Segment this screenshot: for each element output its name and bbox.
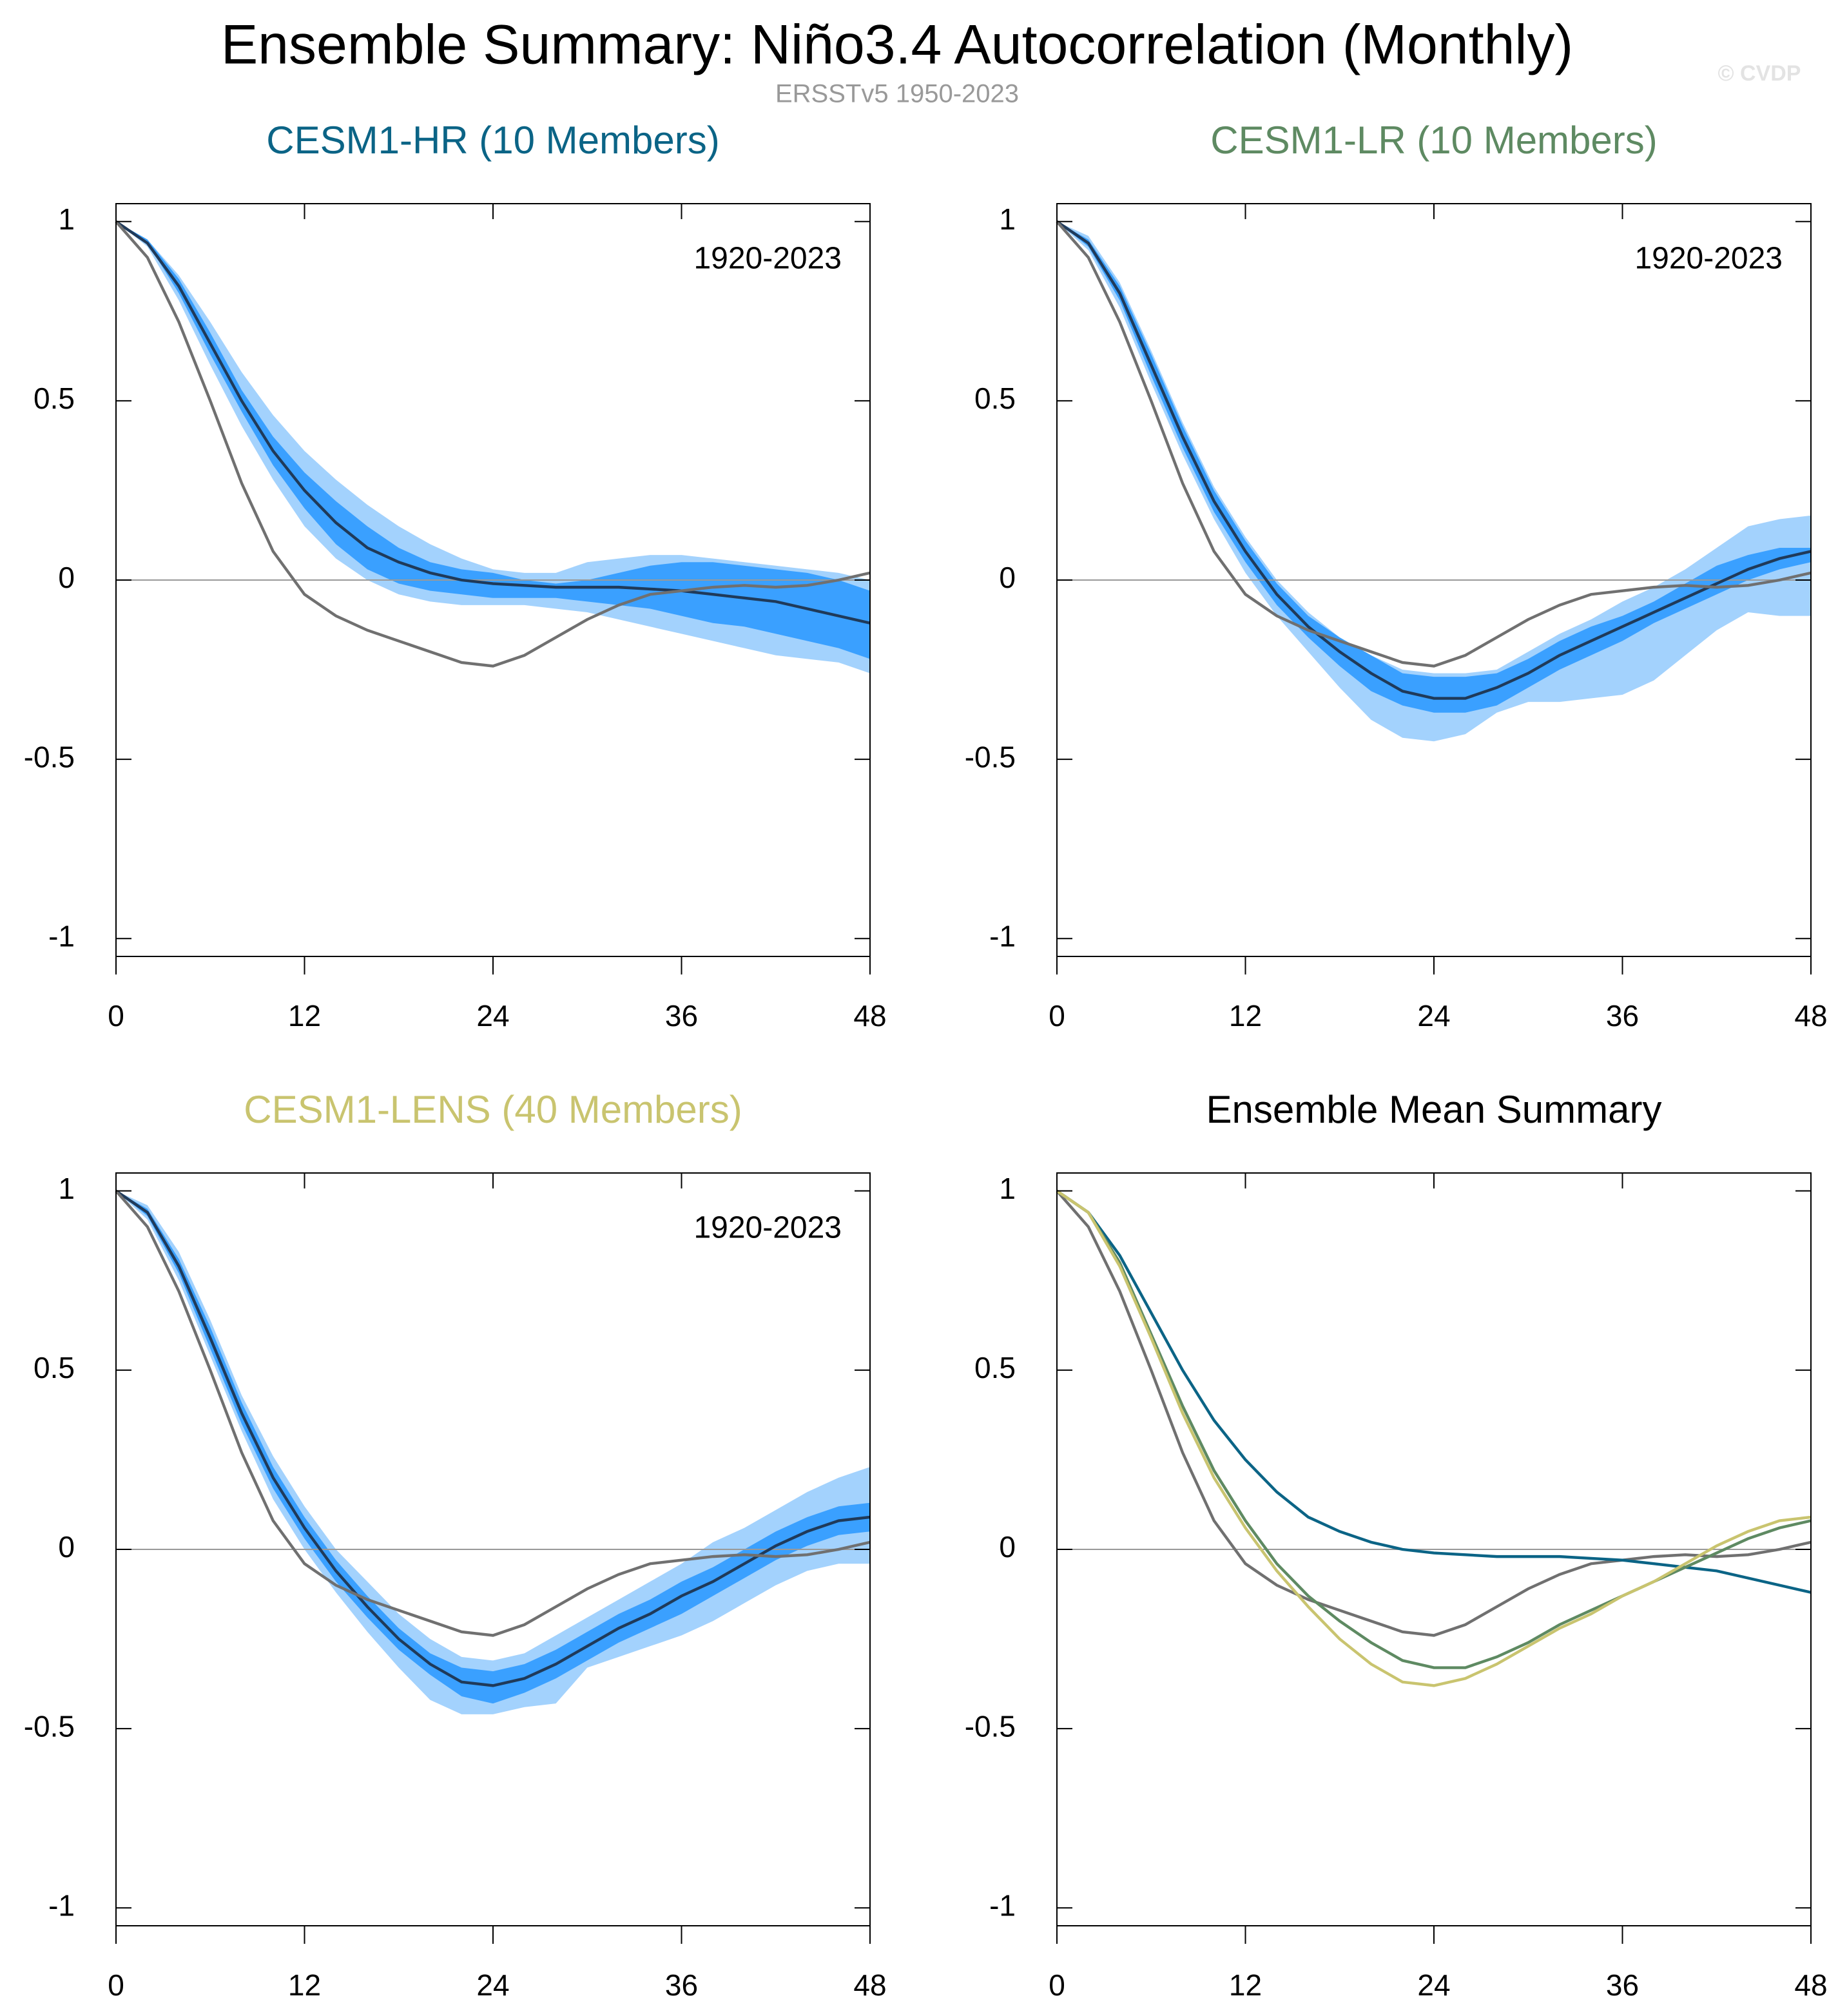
panel: CESM1-HR (10 Members) -1 -0.5 0 0.5 1 0 12 24 36 4… <box>24 119 887 1032</box>
y-tick-label: -0.5 <box>24 740 75 773</box>
watermark: © CVDP <box>1718 61 1801 86</box>
x-tick-label: 0 <box>108 999 124 1032</box>
figure-title: Ensemble Summary: Niño3.4 Autocorrelatio… <box>221 14 1573 76</box>
panel-title: CESM1-LR (10 Members) <box>1210 119 1658 162</box>
spread-band <box>116 221 870 674</box>
x-tick-label: 48 <box>853 1968 886 2002</box>
series-line <box>1056 220 1812 668</box>
y-tick-label: -1 <box>48 1888 75 1922</box>
y-tick-label: 0 <box>999 1530 1016 1564</box>
series-line <box>1056 1190 1812 1637</box>
x-tick-label: 36 <box>665 999 698 1032</box>
panel-title: CESM1-LENS (40 Members) <box>244 1088 742 1131</box>
x-tick-label: 12 <box>1229 1968 1262 2002</box>
panel-title: CESM1-HR (10 Members) <box>266 119 719 162</box>
y-tick-label: 0.5 <box>34 1351 75 1384</box>
panel: Ensemble Mean Summary -1 -0.5 0 0.5 1 0 12 24 36 4… <box>965 1088 1828 2002</box>
x-tick-label: 48 <box>1794 999 1827 1032</box>
panel: CESM1-LENS (40 Members) -1 -0.5 0 0.5 1 0 12 24 3… <box>24 1088 887 2002</box>
y-tick-label: 1 <box>999 1172 1016 1205</box>
series-line <box>115 1190 871 1637</box>
y-tick-label: 0 <box>58 1530 75 1564</box>
x-tick-label: 0 <box>1049 1968 1065 2002</box>
spread-band <box>1057 221 1811 742</box>
y-tick-label: -0.5 <box>965 740 1016 773</box>
y-tick-label: 0.5 <box>974 382 1016 415</box>
y-tick-label: -0.5 <box>24 1709 75 1743</box>
y-tick-label: 0 <box>58 561 75 594</box>
y-tick-label: 0.5 <box>974 1351 1016 1384</box>
x-tick-label: 36 <box>1606 999 1639 1032</box>
x-tick-label: 24 <box>476 1968 509 2002</box>
y-tick-label: -0.5 <box>965 1709 1016 1743</box>
x-tick-label: 24 <box>476 999 509 1032</box>
spread-band <box>116 1190 870 1704</box>
series-line <box>1056 1189 1812 1687</box>
series-line <box>115 1189 871 1687</box>
series-line <box>115 220 871 668</box>
series-line <box>115 220 871 625</box>
y-tick-label: 0 <box>999 561 1016 594</box>
x-tick-label: 36 <box>665 1968 698 2002</box>
x-tick-label: 12 <box>288 1968 321 2002</box>
x-tick-label: 36 <box>1606 1968 1639 2002</box>
series-line <box>1056 220 1812 700</box>
panel-title: Ensemble Mean Summary <box>1206 1088 1662 1131</box>
period-label: 1920-2023 <box>693 1211 842 1245</box>
y-tick-label: 1 <box>58 1172 75 1205</box>
x-tick-label: 24 <box>1417 1968 1450 2002</box>
x-tick-label: 0 <box>1049 999 1065 1032</box>
period-label: 1920-2023 <box>1634 242 1783 276</box>
period-label: 1920-2023 <box>693 242 842 276</box>
panel: CESM1-LR (10 Members) -1 -0.5 0 0.5 1 0 12 24 36 4… <box>965 119 1828 1032</box>
y-tick-label: 1 <box>999 202 1016 236</box>
x-tick-label: 12 <box>288 999 321 1032</box>
y-tick-label: -1 <box>48 919 75 953</box>
x-tick-label: 24 <box>1417 999 1450 1032</box>
figure-subtitle: ERSSTv5 1950-2023 <box>775 80 1019 108</box>
y-tick-label: 1 <box>58 202 75 236</box>
x-tick-label: 48 <box>853 999 886 1032</box>
series-line <box>1056 1189 1812 1594</box>
y-tick-label: 0.5 <box>34 382 75 415</box>
x-tick-label: 0 <box>108 1968 124 2002</box>
y-tick-label: -1 <box>989 1888 1016 1922</box>
x-tick-label: 48 <box>1794 1968 1827 2002</box>
x-tick-label: 12 <box>1229 999 1262 1032</box>
series-line <box>1056 1189 1812 1669</box>
spread-band <box>116 221 870 659</box>
y-tick-label: -1 <box>989 919 1016 953</box>
